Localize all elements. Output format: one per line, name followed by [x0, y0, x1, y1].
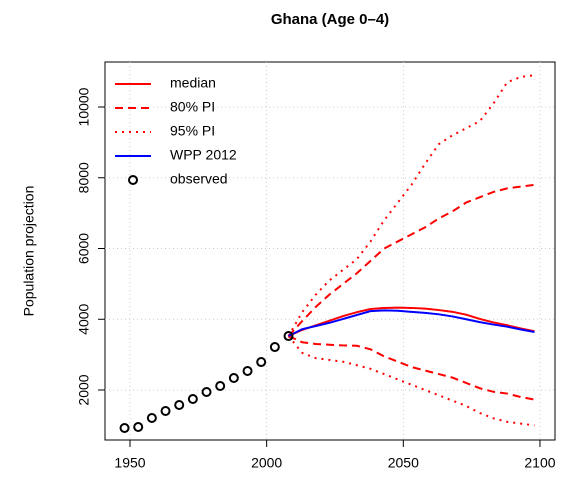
- observed-point: [269, 342, 280, 353]
- observed-point: [215, 381, 226, 392]
- observed-point: [119, 423, 130, 434]
- x-tick-label: 2100: [524, 455, 555, 471]
- legend-label: 95% PI: [170, 123, 215, 139]
- legend-label: WPP 2012: [170, 147, 237, 163]
- y-tick-label: 6000: [76, 233, 92, 264]
- x-tick-label: 2000: [251, 455, 282, 471]
- series-line: [288, 335, 535, 401]
- chart-title: Ghana (Age 0–4): [271, 11, 389, 28]
- y-tick-label: 4000: [76, 303, 92, 334]
- series-line: [287, 183, 535, 337]
- observed-point: [133, 421, 144, 432]
- series-line: [287, 74, 535, 337]
- y-tick-label: 10000: [76, 87, 92, 126]
- series-line: [287, 335, 535, 427]
- y-tick-label: 2000: [76, 374, 92, 405]
- x-tick-label: 1950: [114, 455, 145, 471]
- plot-frame: [104, 61, 556, 441]
- observed-point: [228, 373, 239, 384]
- observed-point: [283, 331, 294, 342]
- legend-marker: [128, 175, 138, 185]
- y-tick-label: 8000: [76, 162, 92, 193]
- legend-label: observed: [170, 171, 228, 187]
- observed-point: [146, 412, 157, 423]
- observed-point: [174, 400, 185, 411]
- observed-point: [256, 357, 267, 368]
- series-line: [288, 309, 535, 337]
- observed-point: [187, 393, 198, 404]
- observed-point: [201, 386, 212, 397]
- series-line: [288, 306, 535, 337]
- legend-label: median: [170, 75, 216, 91]
- observed-point: [160, 405, 171, 416]
- x-tick-label: 2050: [388, 455, 419, 471]
- y-axis-label: Population projection: [21, 186, 37, 317]
- observed-point: [242, 366, 253, 377]
- legend-label: 80% PI: [170, 99, 215, 115]
